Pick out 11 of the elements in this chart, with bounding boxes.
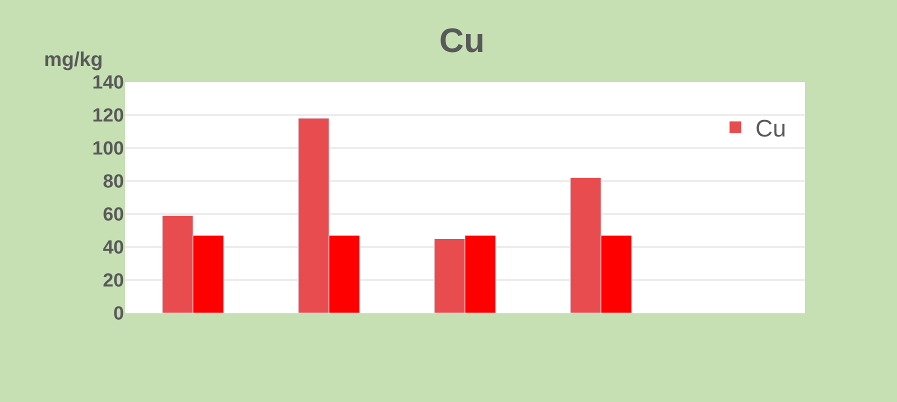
y-tick-label: 40 <box>102 238 124 259</box>
y-axis-title: mg/kg <box>44 49 103 71</box>
chart-title: Cu <box>439 22 485 60</box>
y-tick-label: 20 <box>102 270 124 292</box>
y-tick-label: 80 <box>102 172 124 193</box>
y-tick-label: 100 <box>92 138 124 160</box>
legend-label: Cu <box>755 116 786 143</box>
y-tick-label: 140 <box>92 72 124 94</box>
y-tick-label: 120 <box>92 106 124 127</box>
y-tick-label: 0 <box>113 304 124 325</box>
y-tick-label: 60 <box>102 204 124 226</box>
